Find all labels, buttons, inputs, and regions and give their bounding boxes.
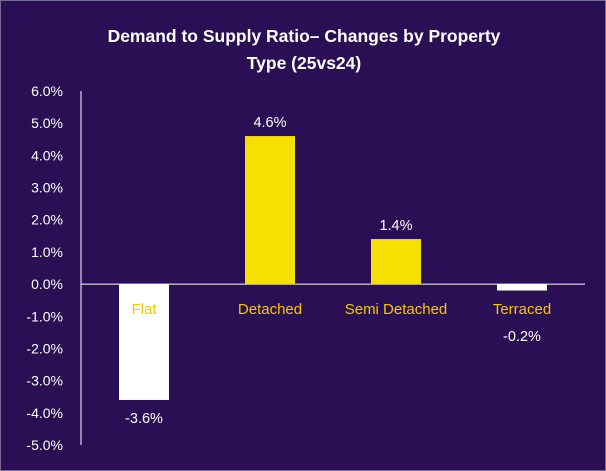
y-tick-label: 3.0% [31, 180, 63, 196]
bar-flat [119, 284, 169, 400]
chart-title: Demand to Supply Ratio– Changes by Prope… [1, 23, 606, 77]
y-tick-label: -4.0% [26, 405, 63, 421]
data-labels: -3.6% 4.6% 1.4% -0.2% [125, 115, 541, 427]
bars [119, 136, 547, 400]
category-label: Detached [238, 301, 302, 318]
y-tick-label: 2.0% [31, 212, 63, 228]
y-tick-label: 4.0% [31, 147, 63, 163]
y-tick-label: 0.0% [31, 276, 63, 292]
chart-title-line-2: Type (25vs24) [246, 53, 362, 73]
y-tick-label: -5.0% [26, 437, 63, 453]
y-tick-label: 1.0% [31, 244, 63, 260]
y-tick-label: 6.0% [31, 83, 63, 99]
y-axis: 6.0% 5.0% 4.0% 3.0% 2.0% 1.0% 0.0% -1.0% -2.0% -3… [26, 83, 585, 453]
category-label: Terraced [493, 301, 551, 318]
chart-title-line-1: Demand to Supply Ratio– Changes by Prope… [107, 26, 501, 46]
category-labels: Flat Detached Semi Detached Terraced [131, 301, 551, 318]
y-tick-label: -3.0% [26, 373, 63, 389]
data-label: 1.4% [379, 218, 412, 234]
y-tick-label: -1.0% [26, 308, 63, 324]
data-label: -0.2% [503, 329, 541, 345]
bar-terraced [497, 284, 547, 291]
y-tick-label: -2.0% [26, 340, 63, 356]
bar-semi-detached [371, 239, 421, 285]
data-label: 4.6% [253, 115, 286, 131]
category-label: Flat [131, 301, 157, 318]
bar-detached [245, 136, 295, 285]
category-label: Semi Detached [345, 301, 448, 318]
data-label: -3.6% [125, 411, 163, 427]
y-tick-label: 5.0% [31, 115, 63, 131]
